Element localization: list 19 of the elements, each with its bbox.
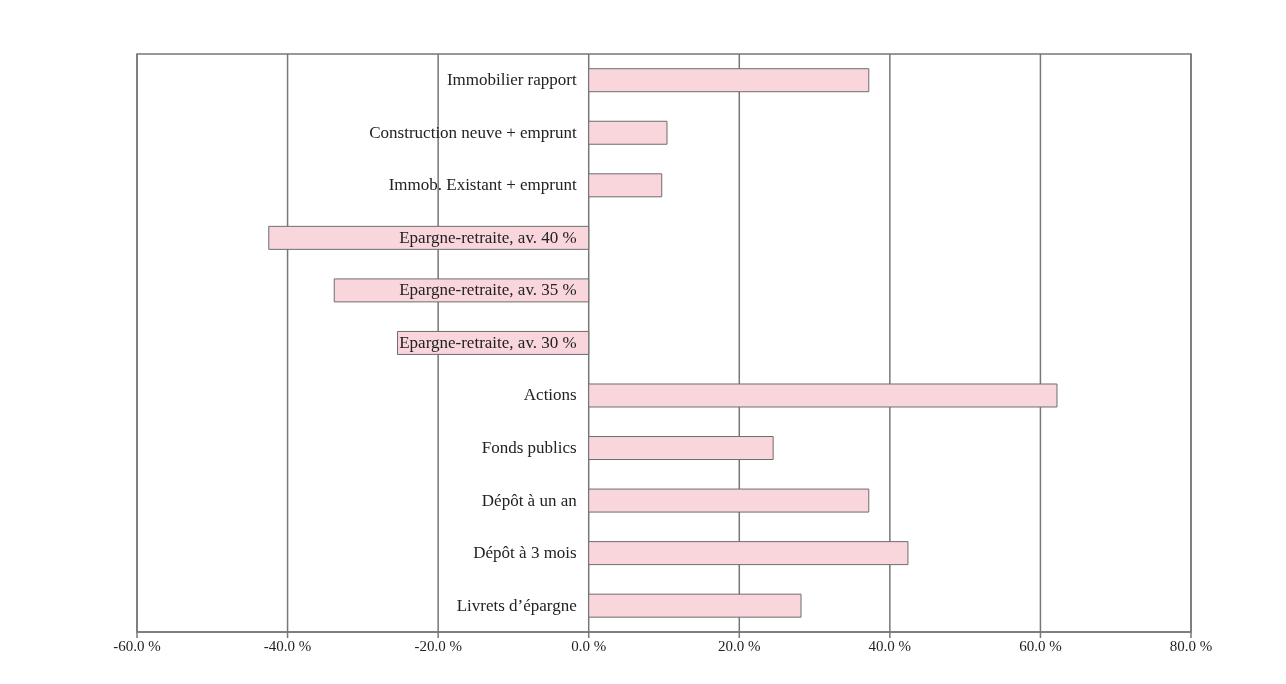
x-tick-label: -60.0 % xyxy=(113,637,161,654)
y-tick-label: Epargne-retraite, av. 35 % xyxy=(399,280,577,300)
y-tick-label: Epargne-retraite, av. 40 % xyxy=(399,227,577,247)
x-tick-label: 60.0 % xyxy=(1019,637,1062,654)
x-tick-label: 0.0 % xyxy=(571,637,607,654)
x-tick-label: -20.0 % xyxy=(414,637,462,654)
x-tick-label: 40.0 % xyxy=(868,637,912,654)
y-tick-label: Construction neuve + emprunt xyxy=(369,122,577,142)
x-tick-label: 20.0 % xyxy=(718,637,761,654)
y-tick-label: Epargne-retraite, av. 30 % xyxy=(399,332,577,352)
y-tick-label: Livrets d’épargne xyxy=(456,595,577,615)
y-tick-label: Fonds publics xyxy=(481,438,577,458)
y-tick-label: Dépôt à un an xyxy=(481,490,578,510)
y-tick-label: Immob. Existant + emprunt xyxy=(388,175,577,195)
y-tick-label: Immobilier rapport xyxy=(446,70,577,90)
y-tick-label: Dépôt à 3 mois xyxy=(473,543,577,563)
y-tick-label: Actions xyxy=(523,385,577,405)
x-tick-label: -40.0 % xyxy=(263,637,312,654)
x-tick-label: 80.0 % xyxy=(1169,637,1213,654)
